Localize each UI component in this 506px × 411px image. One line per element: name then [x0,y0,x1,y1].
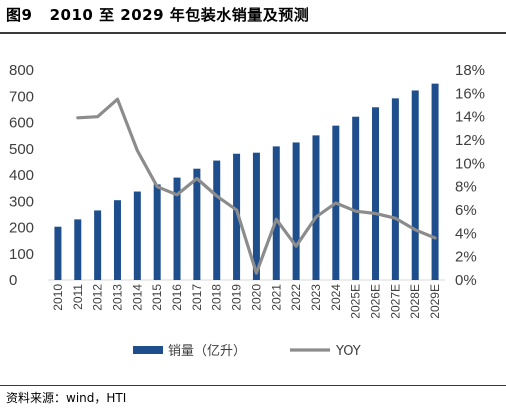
top-rule [0,32,506,34]
y-right-tick-label: 18% [455,62,485,79]
yoy-line [76,97,437,275]
y-left-tick-label: 300 [9,193,34,210]
x-tick-label: 2029E [428,284,442,319]
bar [312,135,320,280]
bar [372,107,380,281]
x-tick-label: 2012 [91,284,105,311]
y-right-tick-label: 16% [455,85,485,102]
y-right-tick-label: 14% [455,109,485,126]
chart: 0 100 200 300 400 500 600 700 800 0% 2% 4% 6% 8% 10% 12… [9,62,485,359]
y-left-tick-label: 500 [9,141,34,158]
figure-title: 图9 2010 至 2029 年包装水销量及预测 [6,4,309,25]
y-right-tick-label: 4% [455,225,477,242]
bar [292,142,300,280]
bar [233,153,241,280]
y-left-tick-label: 0 [9,272,17,289]
x-tick-label: 2011 [71,284,85,310]
bar [213,160,221,280]
x-tick-label: 2021 [269,284,283,311]
x-tick-label: 2018 [210,284,224,311]
x-tick-label: 2022 [289,284,303,311]
x-tick-label: 2017 [190,284,204,311]
bar [74,219,82,280]
x-tick-label: 2023 [309,284,323,311]
y-right-tick-label: 6% [455,202,477,219]
bar [54,226,62,280]
x-tick-label: 2010 [51,284,65,311]
x-tick-label: 2016 [170,284,184,311]
y-left-tick-label: 100 [9,246,34,263]
y-left-tick-label: 200 [9,220,34,237]
y-right-tick-label: 10% [455,155,485,172]
legend-label-bar: 销量（亿升） [168,344,246,359]
bar [173,177,181,280]
x-tick-label: 2013 [110,284,124,311]
y-right-tick-label: 12% [455,132,485,149]
y-right-tick-label: 0% [455,272,477,289]
y-left-tick-label: 400 [9,167,34,184]
figure-label: 图9 [6,6,33,24]
legend-label-line: YOY [335,344,361,359]
chart-title: 2010 至 2029 年包装水销量及预测 [49,6,310,24]
bar [352,116,360,280]
y-left-tick-label: 700 [9,88,34,105]
x-tick-label: 2025E [349,284,363,319]
bar [193,168,201,280]
bar [391,98,399,280]
x-tick-label: 2020 [249,284,263,311]
bottom-rule [0,385,506,386]
legend-swatch-bar [133,346,163,354]
x-tick-label: 2028E [408,284,422,319]
bar [113,200,121,280]
bar [272,146,280,280]
x-tick-label: 2019 [230,284,244,311]
y-right-tick-label: 2% [455,249,477,266]
source-note: 资料来源：wind，HTI [6,391,127,405]
bar [411,90,419,280]
bar [252,152,260,280]
y-right-tick-label: 8% [455,179,477,196]
y-left-tick-label: 600 [9,115,34,132]
x-tick-label: 2014 [130,284,144,311]
x-tick-label: 2024 [329,284,343,311]
x-tick-label: 2026E [369,284,383,319]
bar [133,191,141,280]
bar [153,184,161,280]
bar [431,83,439,281]
y-left-tick-label: 800 [9,62,34,79]
x-tick-label: 2015 [150,284,164,311]
bar [94,210,102,280]
x-tick-label: 2027E [388,284,402,319]
